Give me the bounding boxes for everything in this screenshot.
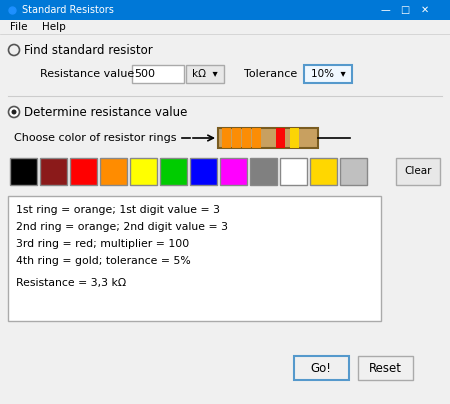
Bar (252, 128, 261, 148)
Bar (290, 128, 299, 148)
Text: □: □ (400, 5, 410, 15)
Text: Standard Resistors: Standard Resistors (22, 5, 114, 15)
Circle shape (9, 107, 19, 118)
Bar (160, 158, 187, 185)
Bar (340, 158, 367, 185)
Text: Determine resistance value: Determine resistance value (24, 105, 187, 118)
Circle shape (12, 109, 17, 114)
Bar (250, 158, 277, 185)
Bar (132, 65, 184, 83)
Bar (232, 128, 241, 148)
Text: Resistance = 3,3 kΩ: Resistance = 3,3 kΩ (16, 278, 126, 288)
Text: File: File (10, 22, 27, 32)
Bar (294, 356, 349, 380)
Text: ✕: ✕ (421, 5, 429, 15)
Text: Help: Help (42, 22, 66, 32)
Bar (304, 65, 352, 83)
Bar (280, 158, 307, 185)
Text: kΩ  ▾: kΩ ▾ (192, 69, 218, 79)
Text: Go!: Go! (310, 362, 332, 375)
Bar (276, 128, 285, 148)
Bar (222, 128, 231, 148)
Text: 500: 500 (134, 69, 155, 79)
Text: 10%  ▾: 10% ▾ (310, 69, 346, 79)
Bar (310, 158, 337, 185)
Bar (190, 158, 217, 185)
Text: Tolerance: Tolerance (244, 69, 297, 79)
Text: Reset: Reset (369, 362, 401, 375)
Bar (358, 356, 413, 380)
Bar (130, 158, 157, 185)
Bar (0, 0, 450, 20)
Text: Clear: Clear (404, 166, 432, 176)
Text: Resistance value: Resistance value (40, 69, 134, 79)
Text: 3rd ring = red; multiplier = 100: 3rd ring = red; multiplier = 100 (16, 239, 189, 249)
Bar (218, 128, 318, 148)
Bar (242, 128, 251, 148)
Bar (186, 65, 224, 83)
Bar (10, 158, 37, 185)
Text: 4th ring = gold; tolerance = 5%: 4th ring = gold; tolerance = 5% (16, 256, 191, 266)
Text: —: — (380, 5, 390, 15)
Bar (40, 158, 67, 185)
Bar (8, 196, 381, 321)
Bar (396, 158, 440, 185)
Text: Choose color of resistor rings: Choose color of resistor rings (14, 133, 176, 143)
Text: 1st ring = orange; 1st digit value = 3: 1st ring = orange; 1st digit value = 3 (16, 205, 220, 215)
Bar (70, 158, 97, 185)
Bar (220, 158, 247, 185)
Text: Find standard resistor: Find standard resistor (24, 44, 153, 57)
Bar (0, 20, 450, 34)
Bar (100, 158, 127, 185)
Text: 2nd ring = orange; 2nd digit value = 3: 2nd ring = orange; 2nd digit value = 3 (16, 222, 228, 232)
